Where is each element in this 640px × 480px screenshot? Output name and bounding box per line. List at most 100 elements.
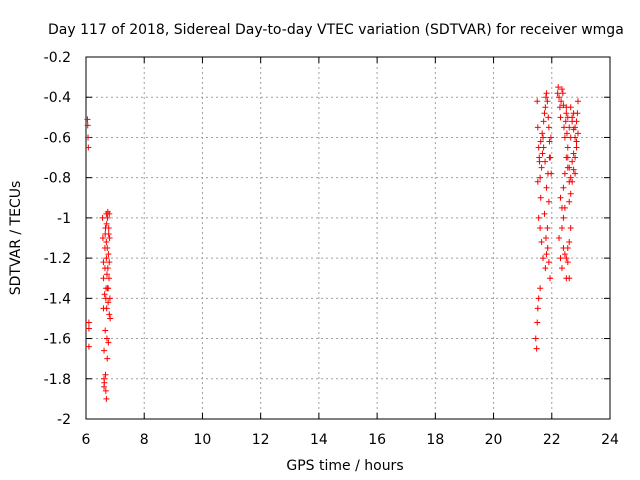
data-point: [566, 164, 573, 171]
data-point: [84, 116, 91, 123]
data-point: [556, 104, 563, 111]
data-point: [537, 285, 544, 292]
data-points: [84, 84, 581, 402]
data-point: [570, 166, 577, 173]
x-tick-label: 16: [368, 432, 386, 448]
data-point: [85, 144, 92, 151]
data-point: [554, 90, 561, 97]
data-point: [104, 265, 111, 272]
x-tick-label: 10: [194, 432, 212, 448]
data-point: [107, 315, 114, 322]
y-tick-label: -1.4: [44, 291, 71, 307]
data-point: [105, 275, 112, 282]
data-point: [543, 90, 550, 97]
data-point: [557, 114, 564, 121]
data-point: [534, 319, 541, 326]
y-axis-title: SDTVAR / TECUs: [8, 181, 24, 296]
data-point: [545, 124, 552, 131]
data-point: [547, 275, 554, 282]
data-point: [560, 214, 567, 221]
y-tick-label: -0.4: [44, 90, 71, 106]
x-axis-title: GPS time / hours: [286, 458, 403, 474]
data-point: [103, 255, 110, 262]
data-point: [103, 395, 110, 402]
data-point: [541, 110, 548, 117]
data-point: [104, 285, 111, 292]
data-point: [558, 86, 565, 93]
data-point: [561, 251, 568, 258]
data-point: [557, 194, 564, 201]
data-point: [544, 170, 551, 177]
grid: [86, 57, 610, 419]
data-point: [566, 239, 573, 246]
data-point: [103, 271, 110, 278]
data-point: [102, 387, 109, 394]
data-point: [558, 98, 565, 105]
data-point: [540, 144, 547, 151]
data-point: [567, 104, 574, 111]
data-point: [537, 194, 544, 201]
y-tick-label: -2: [57, 412, 71, 428]
data-point: [540, 255, 547, 262]
plot-frame: [85, 56, 611, 420]
y-tick-label: -0.2: [44, 50, 71, 66]
data-point: [542, 158, 549, 165]
data-point: [106, 210, 113, 217]
data-point: [570, 150, 577, 157]
data-point: [105, 299, 112, 306]
data-point: [561, 134, 568, 141]
data-point: [101, 379, 108, 386]
x-tick-label: 12: [252, 432, 270, 448]
data-point: [544, 245, 551, 252]
data-point: [105, 251, 112, 258]
data-point: [534, 305, 541, 312]
y-tick-label: -1.8: [44, 372, 71, 388]
data-point: [104, 245, 111, 252]
data-point: [560, 184, 567, 191]
data-point: [545, 198, 552, 205]
data-point: [572, 154, 579, 161]
data-point: [574, 130, 581, 137]
data-point: [555, 84, 562, 91]
data-point: [105, 224, 112, 231]
y-tick-label: -1: [57, 211, 71, 227]
data-point: [574, 110, 581, 117]
data-point: [558, 265, 565, 272]
data-point: [102, 371, 109, 378]
data-point: [103, 305, 110, 312]
data-point: [564, 245, 571, 252]
data-point: [540, 118, 547, 125]
data-point: [542, 94, 549, 101]
data-point: [539, 150, 546, 157]
data-point: [573, 118, 580, 125]
y-tick-label: -0.6: [44, 130, 71, 146]
x-tick-label: 8: [140, 432, 149, 448]
chart-title: Day 117 of 2018, Sidereal Day-to-day VTE…: [48, 22, 624, 38]
data-point: [85, 325, 92, 332]
data-point: [556, 235, 563, 241]
data-point: [535, 295, 542, 302]
data-point: [556, 94, 563, 101]
data-point: [101, 347, 108, 354]
data-point: [103, 335, 110, 342]
data-point: [541, 210, 548, 217]
data-point: [535, 214, 542, 221]
data-point: [563, 130, 570, 137]
data-point: [102, 327, 109, 334]
data-point: [106, 259, 113, 266]
data-point: [572, 170, 579, 177]
data-point: [566, 124, 573, 131]
data-point: [538, 164, 545, 171]
data-point: [563, 255, 570, 262]
data-point: [533, 345, 540, 352]
data-point: [105, 230, 112, 237]
y-tick-labels: -2 -1.8 -1.6 -1.4 -1.2 -1 -0.8 -0.6 -0.4 -0.2: [44, 50, 71, 428]
data-point: [534, 178, 541, 185]
data-point: [567, 224, 574, 231]
data-point: [99, 235, 106, 241]
y-tick-label: -1.2: [44, 251, 71, 267]
data-point: [105, 339, 112, 346]
data-point: [564, 259, 571, 266]
data-point: [542, 104, 549, 111]
